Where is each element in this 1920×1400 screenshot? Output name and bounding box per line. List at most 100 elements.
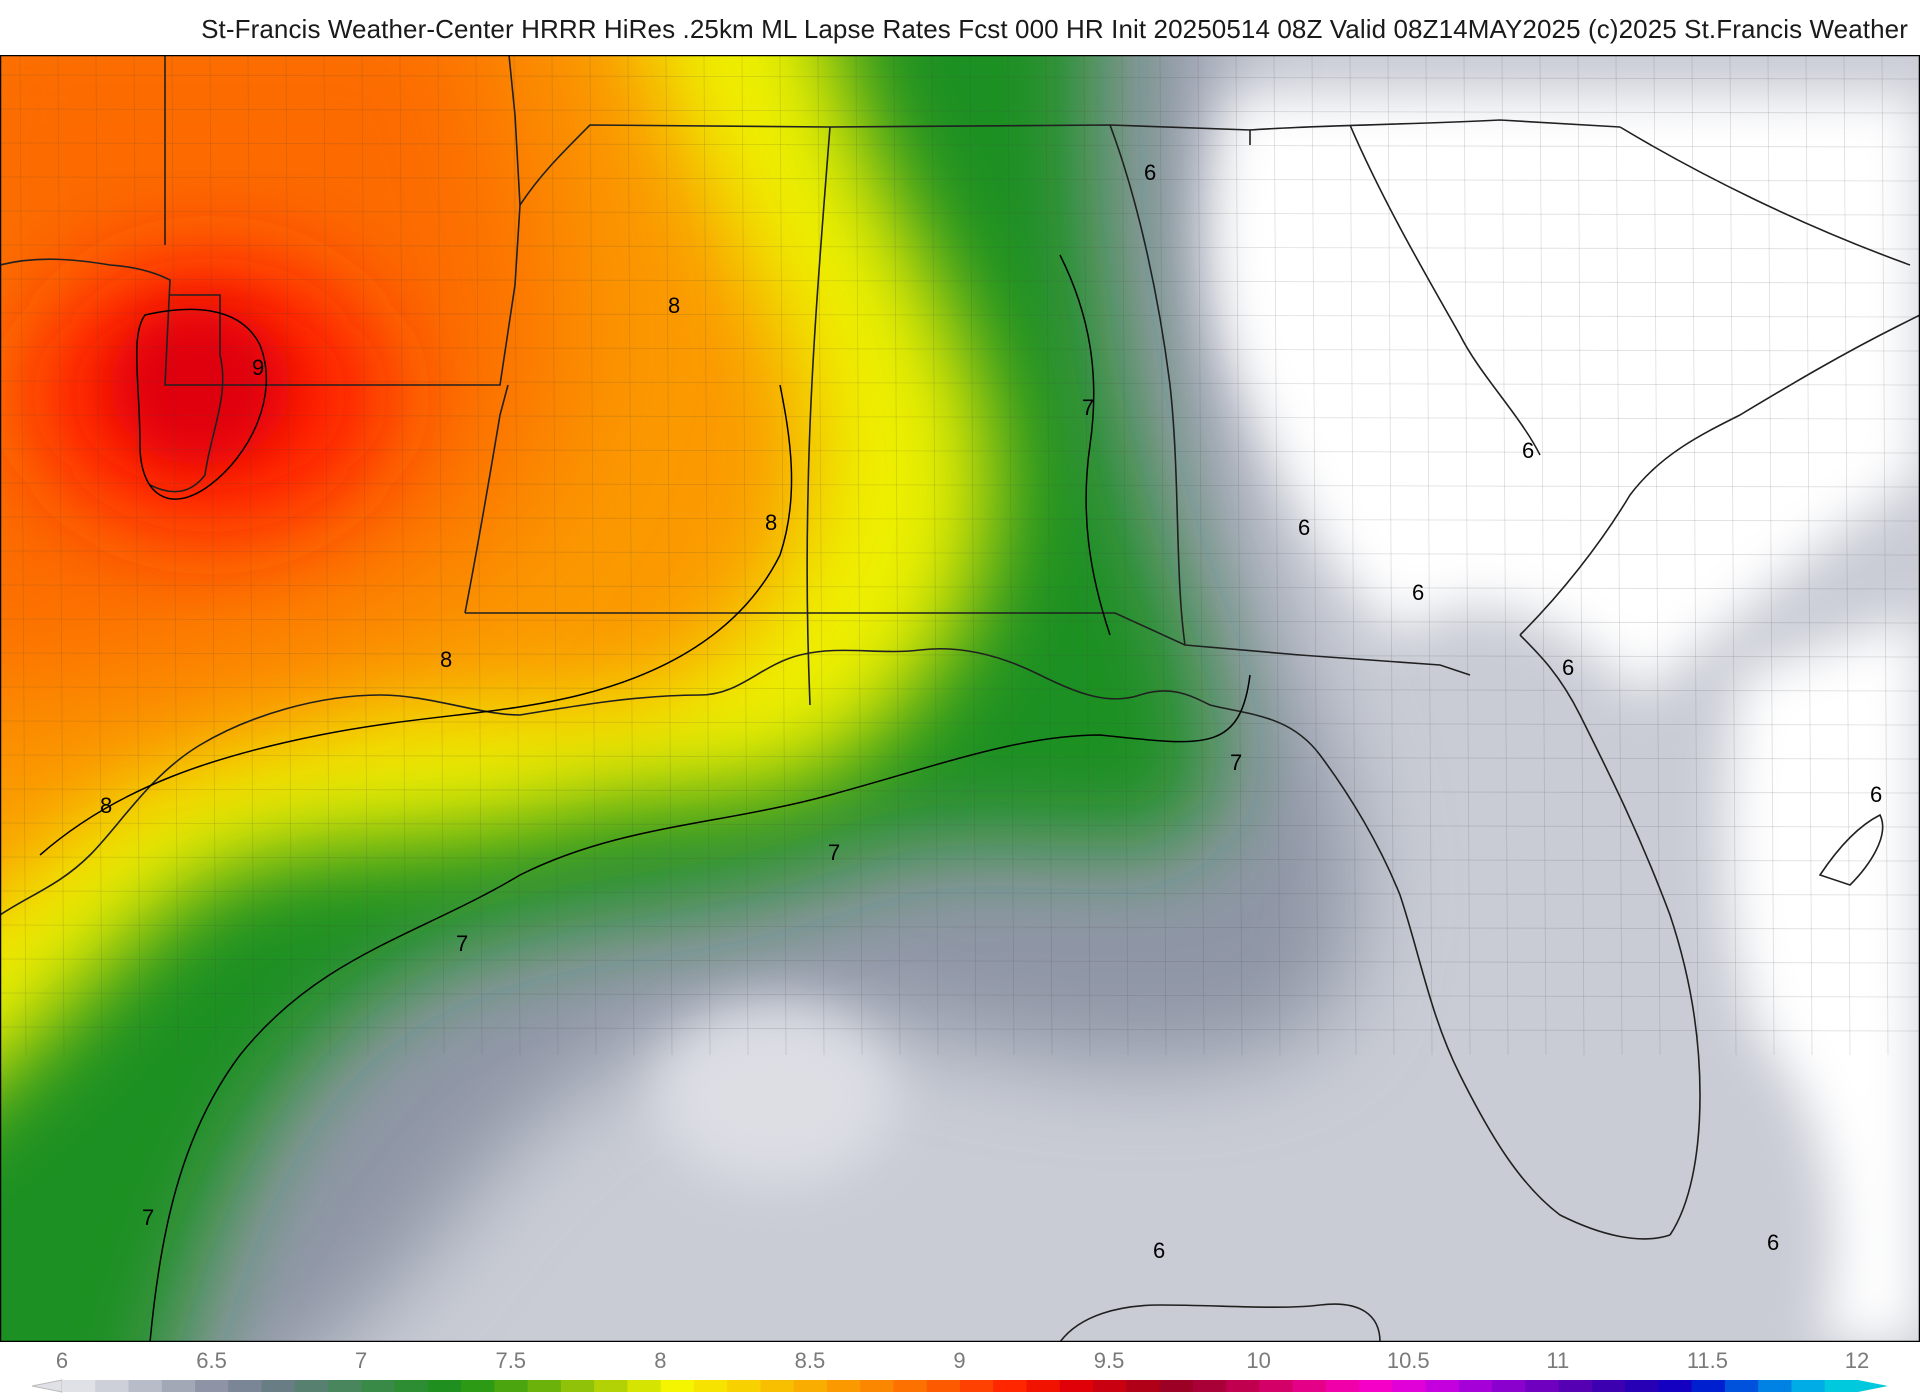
colorbar-swatch xyxy=(128,1380,163,1392)
colorbar-swatch xyxy=(361,1380,396,1392)
county-line xyxy=(247,55,255,1056)
county-line xyxy=(19,55,27,1056)
county-line xyxy=(855,55,863,1056)
state-line xyxy=(519,124,1251,206)
county-line xyxy=(0,550,1920,556)
county-line xyxy=(703,55,711,1056)
county-line xyxy=(0,516,1920,522)
colorbar-swatch xyxy=(261,1380,296,1392)
county-line xyxy=(551,55,559,1056)
county-line xyxy=(0,210,1920,216)
county-line xyxy=(0,584,1920,590)
colorbar-tick-label: 7 xyxy=(355,1348,367,1373)
colorbar-swatch xyxy=(427,1380,462,1392)
county-line xyxy=(57,55,65,1056)
colorbar-swatch xyxy=(394,1380,429,1392)
county-line xyxy=(1805,55,1813,1056)
county-line xyxy=(0,380,1920,386)
colorbar-swatch xyxy=(1259,1380,1294,1392)
lapse-rate-low-atlantic xyxy=(1726,615,1920,1342)
county-line xyxy=(1311,55,1319,1056)
county-line xyxy=(1463,55,1471,1056)
county-line xyxy=(1235,55,1243,1056)
county-line xyxy=(969,55,977,1056)
coastline-cuba xyxy=(1059,1303,1381,1342)
contour-label-6: 6 xyxy=(1870,782,1882,807)
colorbar-swatch xyxy=(826,1380,861,1392)
county-line xyxy=(0,720,1920,726)
colorbar-swatch xyxy=(1159,1380,1194,1392)
colorbar-swatch xyxy=(1392,1380,1427,1392)
county-line xyxy=(1083,55,1091,1056)
county-line xyxy=(0,1026,1920,1032)
colorbar-swatch xyxy=(860,1380,894,1392)
colorbar-swatch xyxy=(1724,1380,1759,1392)
contour-7-north xyxy=(1059,254,1111,636)
colorbar: 6 6.5 7 7.5 8 8.5 9 9.5 10 10.5 11 11.5 12 xyxy=(0,1342,1920,1400)
colorbar-swatch xyxy=(1691,1380,1726,1392)
colorbar-swatch xyxy=(926,1380,961,1392)
lapse-rate-map-canvas: 9 8 8 8 8 7 7 7 7 7 6 6 6 6 6 6 6 6 xyxy=(0,55,1920,1342)
county-line xyxy=(1197,55,1205,1056)
county-line xyxy=(1121,55,1129,1056)
coastline xyxy=(1519,314,1920,636)
county-line xyxy=(0,924,1920,930)
colorbar-tick-label: 8.5 xyxy=(795,1348,826,1373)
state-line xyxy=(1349,124,1541,456)
county-line xyxy=(893,55,901,1056)
county-boundaries xyxy=(0,55,1920,1056)
county-line xyxy=(1843,55,1851,1056)
colorbar-extend-high xyxy=(1858,1380,1888,1392)
county-line xyxy=(1501,55,1509,1056)
county-line xyxy=(817,55,825,1056)
county-line xyxy=(0,618,1920,624)
colorbar-extend-low xyxy=(31,1379,63,1393)
contour-label-7: 7 xyxy=(1230,750,1242,775)
county-line xyxy=(1159,55,1167,1056)
county-line xyxy=(0,108,1920,114)
county-line xyxy=(0,992,1920,998)
county-line xyxy=(0,244,1920,250)
county-line xyxy=(171,55,179,1056)
contour-label-6: 6 xyxy=(1412,580,1424,605)
colorbar-tick-label: 11.5 xyxy=(1687,1348,1728,1373)
contour-label-6: 6 xyxy=(1298,515,1310,540)
colorbar-swatch xyxy=(294,1380,329,1392)
colorbar-swatch xyxy=(1591,1380,1626,1392)
contour-label-8: 8 xyxy=(765,510,777,535)
colorbar-swatch xyxy=(1126,1380,1161,1392)
lapse-rate-minimum-gulf xyxy=(655,1005,895,1185)
county-line xyxy=(0,312,1920,318)
county-line xyxy=(1387,55,1395,1056)
county-line xyxy=(665,55,673,1056)
contour-label-8: 8 xyxy=(440,647,452,672)
colorbar-swatch xyxy=(560,1380,595,1392)
colorbar-swatch xyxy=(793,1380,828,1392)
contour-label-6: 6 xyxy=(1562,655,1574,680)
county-line xyxy=(0,686,1920,692)
contour-label-7: 7 xyxy=(456,931,468,956)
colorbar-swatch xyxy=(1525,1380,1560,1392)
state-line xyxy=(1619,126,1911,266)
colorbar-swatch xyxy=(161,1380,196,1392)
colorbar-tick-label: 11 xyxy=(1546,1348,1569,1373)
county-line xyxy=(1349,55,1357,1056)
county-line xyxy=(0,414,1920,420)
contour-label-6: 6 xyxy=(1144,160,1156,185)
county-line xyxy=(1653,55,1661,1056)
county-line xyxy=(0,890,1920,896)
coastline-bahamas xyxy=(1818,813,1884,886)
chart-title: St-Francis Weather-Center HRRR HiRes .25… xyxy=(201,14,1908,44)
colorbar-swatch xyxy=(95,1380,130,1392)
colorbar-swatch xyxy=(594,1380,628,1392)
colorbar-canvas: 6 6.5 7 7.5 8 8.5 9 9.5 10 10.5 11 11.5 12 xyxy=(31,1348,1888,1393)
colorbar-tick-label: 10 xyxy=(1246,1348,1270,1373)
colorbar-swatch xyxy=(760,1380,795,1392)
county-line xyxy=(1045,55,1053,1056)
colorbar-tick-labels: 6 6.5 7 7.5 8 8.5 9 9.5 10 10.5 11 11.5 12 xyxy=(56,1348,1869,1373)
contour-label-8: 8 xyxy=(668,293,680,318)
county-line xyxy=(0,142,1920,148)
county-line xyxy=(0,856,1920,862)
contour-label-6: 6 xyxy=(1767,1230,1779,1255)
